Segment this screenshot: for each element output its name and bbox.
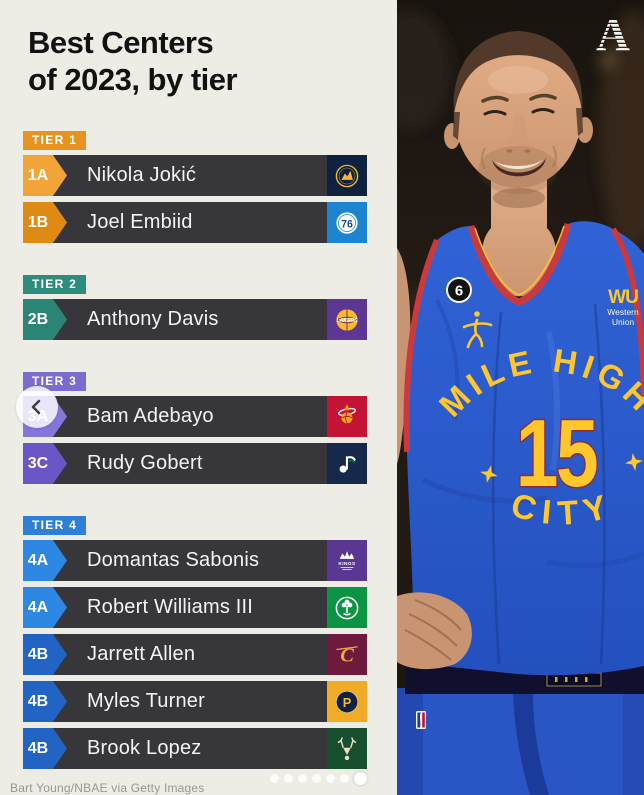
player-head <box>444 31 593 208</box>
rank-label: 2B <box>27 310 49 328</box>
title-line-1: Best Centers <box>28 25 214 60</box>
player-jersey <box>403 221 644 676</box>
tier-4-badge: TIER 4 <box>23 516 87 535</box>
76ers-logo: 76 <box>327 202 367 243</box>
carousel-dot-4[interactable] <box>312 773 321 783</box>
svg-text:C: C <box>340 644 354 666</box>
rank-label: 3C <box>27 454 49 472</box>
chevron-left-icon <box>31 399 41 415</box>
sponsor-abbr: WU <box>608 287 638 308</box>
player-name: Anthony Davis <box>87 308 219 330</box>
tier-group-4: TIER 4 4A Domantas Sabonis KINGS 4A Robe… <box>23 516 367 769</box>
jersey-star-icon <box>625 453 643 471</box>
player-name: Brook Lopez <box>87 737 202 759</box>
player-name: Robert Williams III <box>87 596 254 618</box>
rank-label: 4B <box>27 692 49 710</box>
shoulder-patch-number: 6 <box>455 283 463 300</box>
player-name: Domantas Sabonis <box>87 549 260 571</box>
player-row-jokic: 1A Nikola Jokić <box>23 155 367 196</box>
tier-rank-arrow: 1A <box>23 155 67 196</box>
player-name: Jarrett Allen <box>87 643 196 665</box>
tier-group-1: TIER 1 1A Nikola Jokić 1B Joel Embiid 76 <box>23 131 367 243</box>
tier-group-3: TIER 3 3A Bam Adebayo 3C Rudy Gobert <box>23 372 367 484</box>
photo-credit: Bart Young/NBAE via Getty Images <box>10 781 205 795</box>
player-photo: A <box>397 0 644 795</box>
rank-label: 4A <box>27 598 49 616</box>
tier-rank-arrow: 3C <box>23 443 67 484</box>
sponsor-line1: Western <box>607 307 639 317</box>
tier-rank-arrow: 1B <box>23 202 67 243</box>
bucks-logo <box>327 728 367 769</box>
player-row-gobert: 3C Rudy Gobert <box>23 443 367 484</box>
player-row-williams: 4A Robert Williams III <box>23 587 367 628</box>
jazz-logo <box>327 443 367 484</box>
shoulder-patch-icon <box>446 277 472 303</box>
lakers-logo: LAKERS <box>327 299 367 340</box>
carousel-dots <box>270 771 367 785</box>
player-hair <box>453 31 583 116</box>
tier-rank-arrow: 4B <box>23 728 67 769</box>
tier-rank-arrow: 4A <box>23 587 67 628</box>
player-row-turner: 4B Myles Turner P <box>23 681 367 722</box>
carousel-dot-3[interactable] <box>298 773 307 783</box>
player-arm <box>397 248 411 464</box>
tier-rank-arrow: 4B <box>23 634 67 675</box>
player-name: Bam Adebayo <box>87 405 214 427</box>
cavaliers-logo: C <box>327 634 367 675</box>
player-row-embiid: 1B Joel Embiid 76 <box>23 202 367 243</box>
player-row-allen: 4B Jarrett Allen C <box>23 634 367 675</box>
svg-text:KINGS: KINGS <box>338 560 355 566</box>
carousel-dot-1[interactable] <box>270 773 279 783</box>
jumpman-icon <box>462 311 493 349</box>
nuggets-logo <box>327 155 367 196</box>
heat-logo <box>327 396 367 437</box>
carousel-dot-5[interactable] <box>326 773 335 783</box>
svg-text:P: P <box>343 695 352 710</box>
tier-group-2: TIER 2 2B Anthony Davis LAKERS <box>23 275 367 340</box>
carousel-dot-6[interactable] <box>340 773 349 783</box>
carousel-dot-2[interactable] <box>284 773 293 783</box>
kings-logo: KINGS <box>327 540 367 581</box>
rank-label: 1B <box>27 213 49 231</box>
player-neck <box>482 172 556 297</box>
jersey-number: 15 <box>516 400 597 507</box>
player-row-davis: 2B Anthony Davis LAKERS <box>23 299 367 340</box>
player-name: Nikola Jokić <box>87 164 197 186</box>
carousel-prev-button[interactable] <box>16 386 58 428</box>
player-name: Myles Turner <box>87 690 205 712</box>
player-row-sabonis: 4A Domantas Sabonis KINGS <box>23 540 367 581</box>
player-name: Joel Embiid <box>87 211 193 233</box>
tier-1-badge: TIER 1 <box>23 131 87 150</box>
rank-label: 1A <box>27 166 49 184</box>
sponsor-patch: WU Western Union <box>607 287 639 327</box>
player-row-lopez: 4B Brook Lopez <box>23 728 367 769</box>
tier-rank-arrow: 2B <box>23 299 67 340</box>
rank-label: 4B <box>27 739 49 757</box>
tier-list: TIER 1 1A Nikola Jokić 1B Joel Embiid 76… <box>23 131 367 795</box>
jersey-armhole-trim <box>403 238 440 453</box>
player-name: Rudy Gobert <box>87 452 203 474</box>
player-hand <box>397 592 472 670</box>
tier-2-badge: TIER 2 <box>23 275 87 294</box>
player-row-adebayo: 3A Bam Adebayo <box>23 396 367 437</box>
sponsor-line2: Union <box>612 317 634 327</box>
tier-rank-arrow: 4A <box>23 540 67 581</box>
jersey-neck-trim <box>467 223 572 306</box>
rank-label: 4A <box>27 551 49 569</box>
title-line-2: of 2023, by tier <box>28 62 238 97</box>
carousel-dot-7-active[interactable] <box>354 771 367 785</box>
celtics-logo <box>327 587 367 628</box>
athletic-logo-icon: A <box>596 9 630 61</box>
rank-label: 4B <box>27 645 49 663</box>
jersey-star-icon <box>480 465 498 483</box>
tier-rank-arrow: 4B <box>23 681 67 722</box>
svg-text:76: 76 <box>341 218 353 230</box>
waistband-tag <box>546 672 602 687</box>
player-shorts <box>397 662 644 795</box>
svg-text:LAKERS: LAKERS <box>337 318 359 324</box>
nba-logo-icon <box>416 711 426 729</box>
page-title: Best Centers of 2023, by tier <box>28 24 238 98</box>
pacers-logo: P <box>327 681 367 722</box>
